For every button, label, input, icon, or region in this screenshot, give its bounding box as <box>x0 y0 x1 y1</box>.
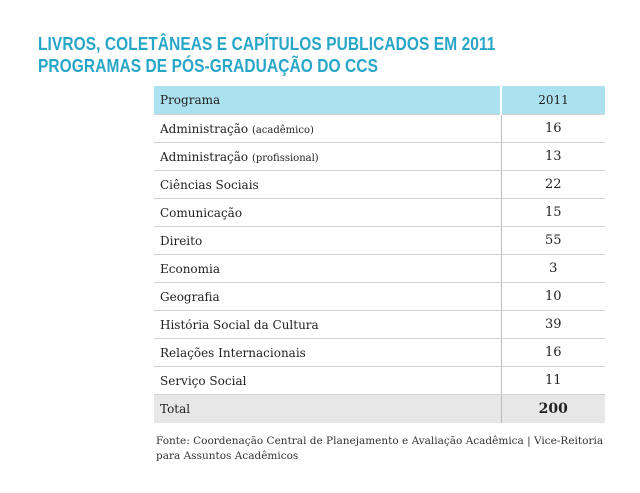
program-name: Administração <box>160 121 249 136</box>
source-line-2: para Assuntos Acadêmicos <box>156 450 299 462</box>
program-name: Economia <box>160 261 221 276</box>
header-program: Programa <box>154 86 501 115</box>
count-cell: 15 <box>500 198 605 227</box>
count-cell: 39 <box>500 310 605 339</box>
total-value: 200 <box>500 394 605 423</box>
program-name: Direito <box>160 233 203 248</box>
program-cell: Geografia <box>154 282 501 311</box>
program-name: Ciências Sociais <box>160 177 259 192</box>
program-cell: Comunicação <box>154 198 501 227</box>
program-name: Geografia <box>160 289 220 304</box>
table-row: Comunicação 15 <box>154 198 605 227</box>
program-cell: Administração (profissional) <box>154 142 501 171</box>
program-qualifier: (profissional) <box>251 152 319 164</box>
table-row: Direito 55 <box>154 226 605 255</box>
count-cell: 11 <box>500 366 605 395</box>
title-line-2: PROGRAMAS DE PÓS-GRADUAÇÃO DO CCS <box>38 56 378 76</box>
program-cell: Administração (acadêmico) <box>154 114 501 143</box>
program-cell: Ciências Sociais <box>154 170 501 199</box>
count-cell: 16 <box>500 114 605 143</box>
program-cell: Direito <box>154 226 501 255</box>
table-row: Ciências Sociais 22 <box>154 170 605 199</box>
total-row: Total 200 <box>154 394 605 423</box>
count-cell: 55 <box>500 226 605 255</box>
title-line-1: LIVROS, COLETÂNEAS E CAPÍTULOS PUBLICADO… <box>38 34 496 54</box>
count-cell: 13 <box>500 142 605 171</box>
count-cell: 16 <box>500 338 605 367</box>
count-cell: 3 <box>500 254 605 283</box>
program-name: Administração <box>160 149 249 164</box>
table-row: Economia 3 <box>154 254 605 283</box>
count-cell: 22 <box>500 170 605 199</box>
program-name: Relações Internacionais <box>160 345 306 360</box>
program-name: Comunicação <box>160 205 243 220</box>
program-cell: Serviço Social <box>154 366 501 395</box>
publications-table: Programa 2011 Administração (acadêmico) 1… <box>154 86 605 423</box>
table-row: Geografia 10 <box>154 282 605 311</box>
program-qualifier: (acadêmico) <box>251 124 314 136</box>
program-cell: Relações Internacionais <box>154 338 501 367</box>
table-body: Administração (acadêmico) 16 Administração… <box>154 114 605 423</box>
table-row: Administração (profissional) 13 <box>154 142 605 171</box>
program-name: Serviço Social <box>160 373 247 388</box>
count-cell: 10 <box>500 282 605 311</box>
page-title: LIVROS, COLETÂNEAS E CAPÍTULOS PUBLICADO… <box>38 33 496 77</box>
table-row: Serviço Social 11 <box>154 366 605 395</box>
header-year: 2011 <box>500 86 605 115</box>
source-note: Fonte: Coordenação Central de Planejamen… <box>156 434 616 464</box>
table-row: Administração (acadêmico) 16 <box>154 114 605 143</box>
table-row: História Social da Cultura 39 <box>154 310 605 339</box>
table-header-row: Programa 2011 <box>154 86 605 115</box>
program-cell: Economia <box>154 254 501 283</box>
table-row: Relações Internacionais 16 <box>154 338 605 367</box>
source-line-1: Fonte: Coordenação Central de Planejamen… <box>156 435 604 447</box>
total-label: Total <box>154 394 501 423</box>
program-cell: História Social da Cultura <box>154 310 501 339</box>
program-name: História Social da Cultura <box>160 317 319 332</box>
